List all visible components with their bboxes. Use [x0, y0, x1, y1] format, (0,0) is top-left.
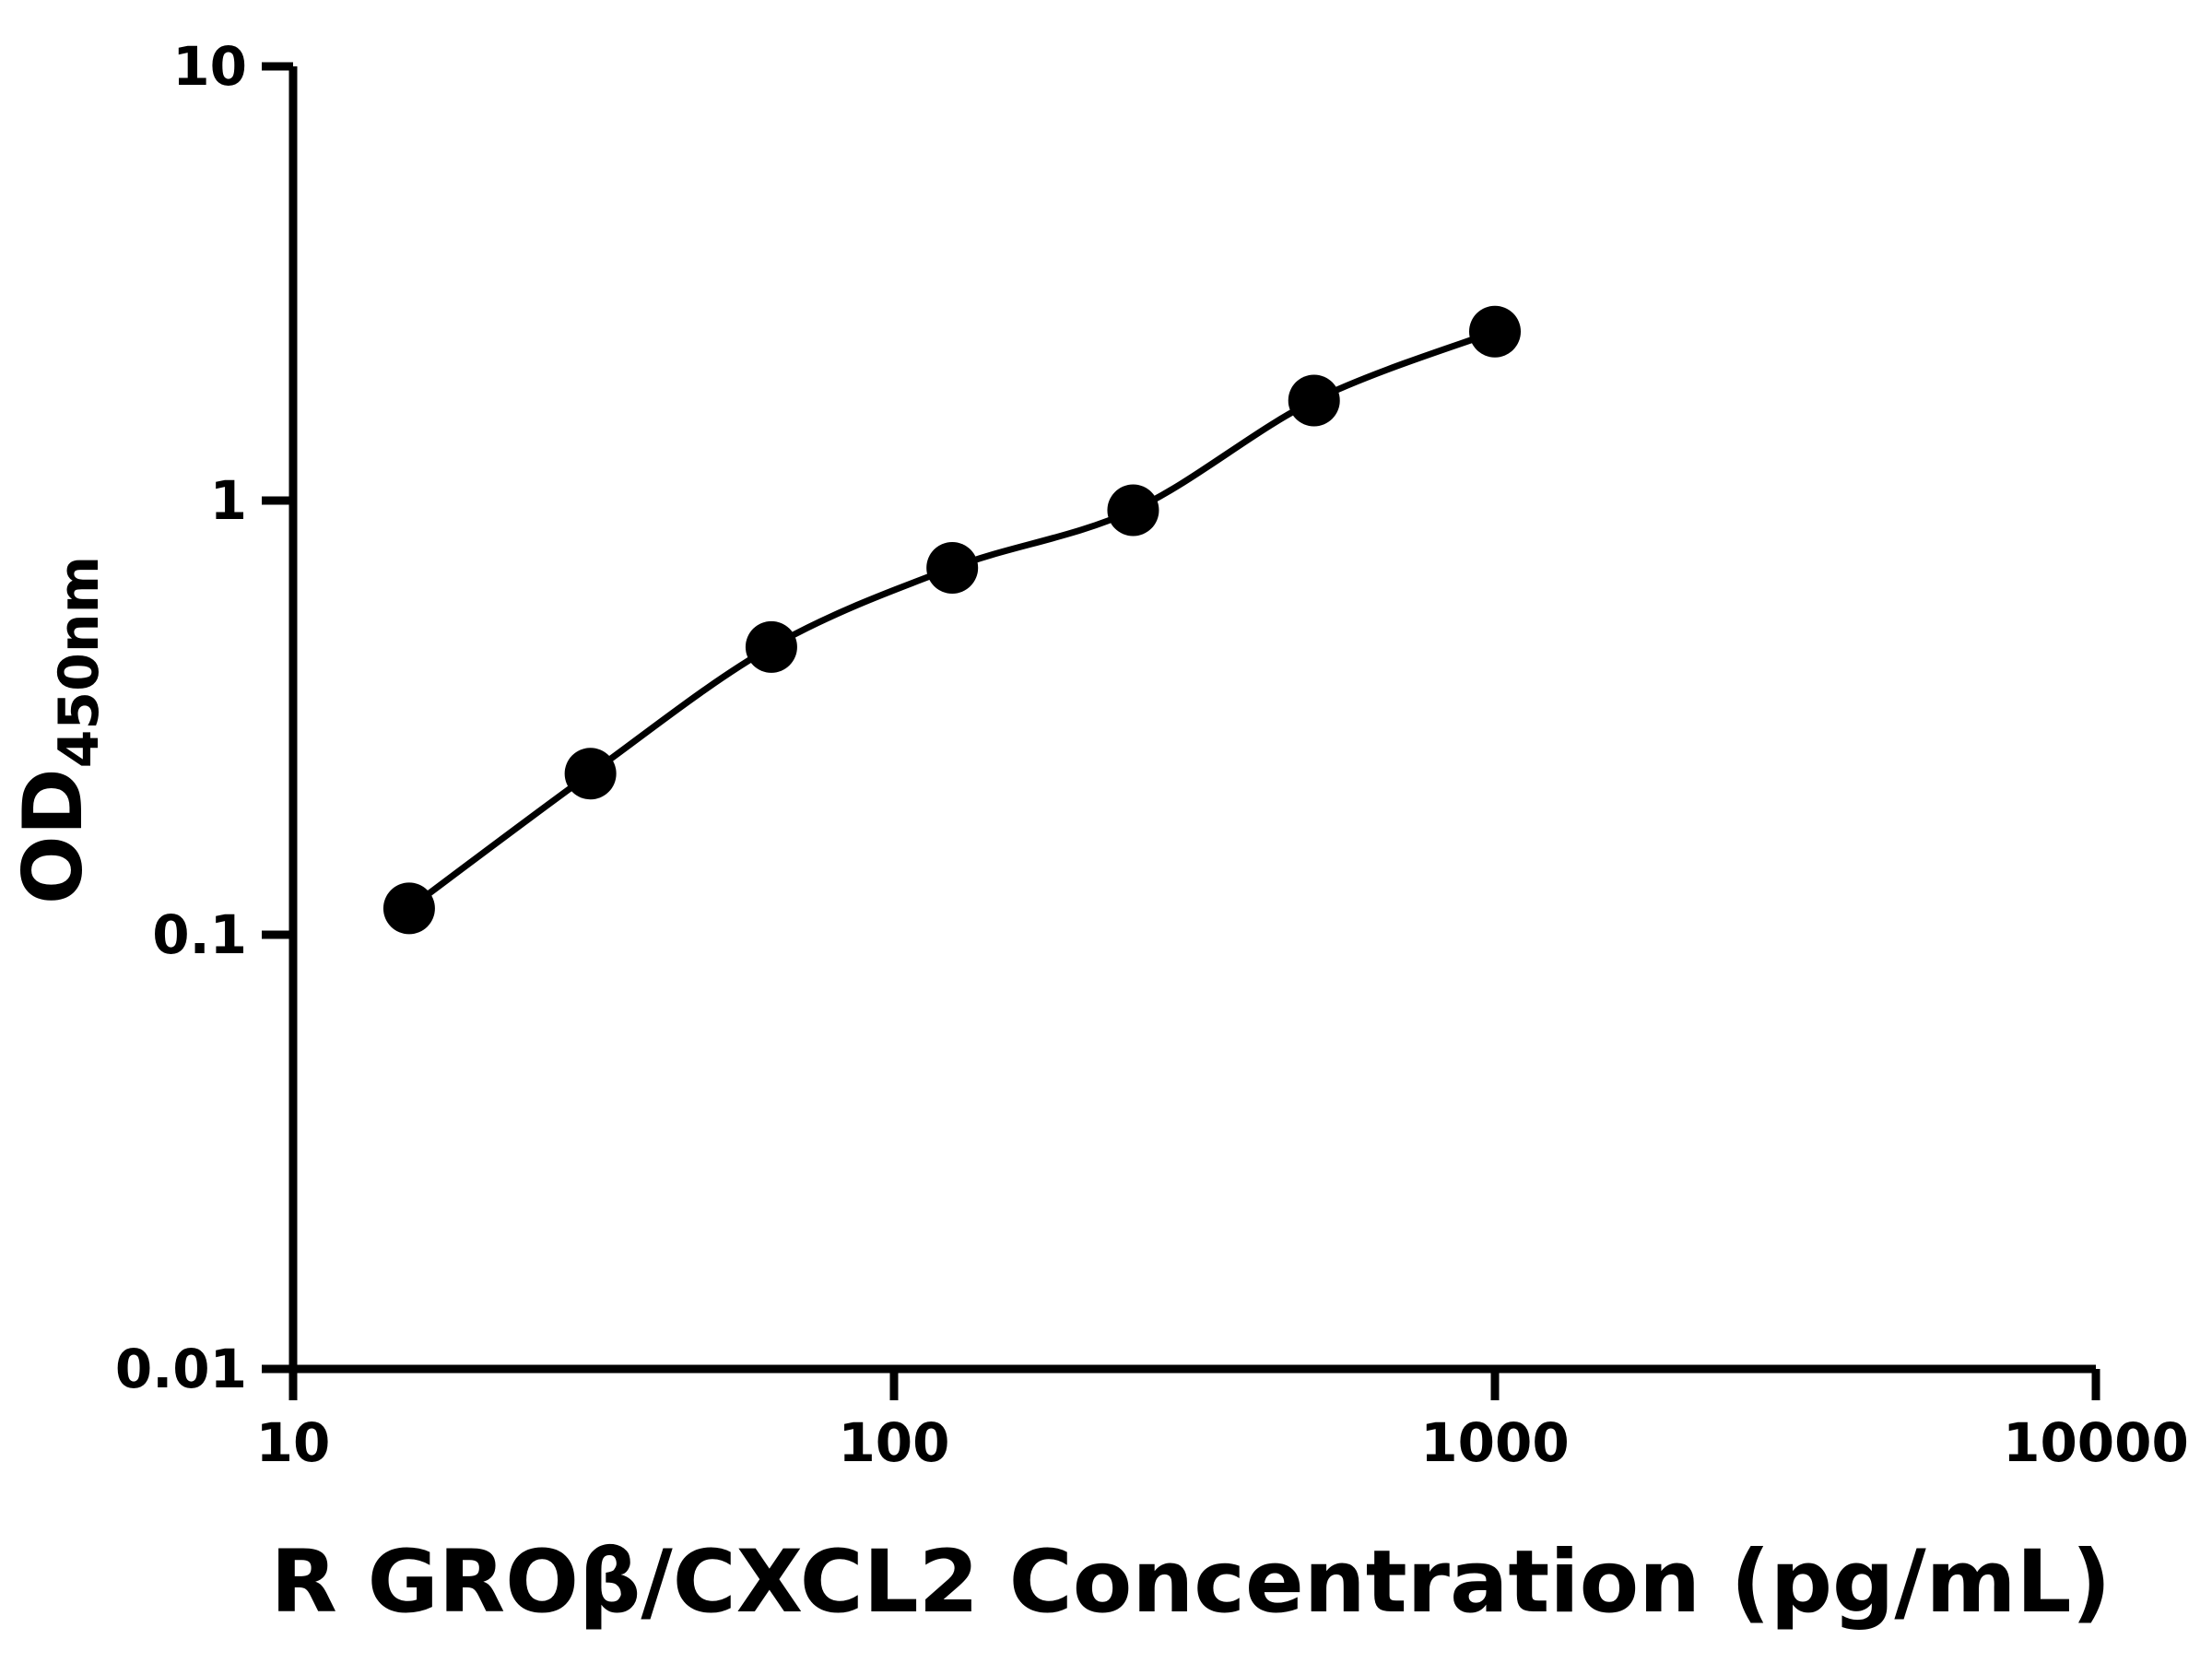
- data-point: [564, 748, 617, 800]
- x-tick-label: 1000: [1420, 1411, 1569, 1474]
- x-axis-title: R GROβ/CXCL2 Concentration (pg/mL): [271, 1532, 2112, 1633]
- data-point: [1107, 484, 1159, 537]
- data-point: [1469, 305, 1521, 358]
- data-series: [382, 305, 1521, 935]
- x-tick-label: 10000: [2003, 1411, 2189, 1474]
- data-point: [926, 541, 979, 594]
- y-axis-title: OD450nm: [6, 556, 112, 904]
- x-tick-label: 100: [838, 1411, 949, 1474]
- data-point: [382, 882, 435, 935]
- axis-spine: [288, 66, 2096, 1374]
- y-tick-label: 1: [210, 469, 247, 532]
- y-axis-title-main: OD: [6, 768, 100, 904]
- x-tick-label: 10: [256, 1411, 331, 1474]
- data-point: [1288, 374, 1340, 427]
- y-tick-label: 0.1: [152, 903, 247, 966]
- axes: 10 100 1000 10000 0.01 0.1 1 10: [115, 35, 2189, 1474]
- y-tick-label: 10: [172, 35, 247, 98]
- y-tick-label: 0.01: [115, 1338, 247, 1400]
- y-axis-title-subscript: 450nm: [47, 556, 112, 768]
- data-point: [745, 620, 797, 673]
